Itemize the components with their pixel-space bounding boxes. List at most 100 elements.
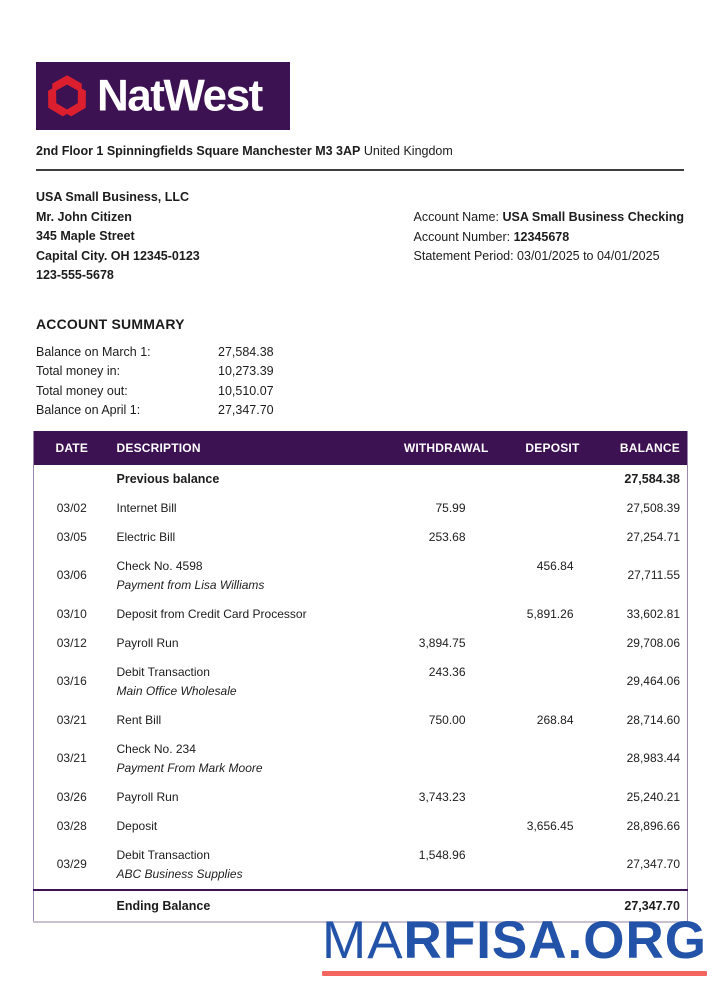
natwest-logo-box: NatWest bbox=[36, 62, 290, 130]
txn-description: Debit Transaction bbox=[116, 664, 210, 679]
transactions-table-header: DATE DESCRIPTION WITHDRAWAL DEPOSIT BALA… bbox=[33, 430, 688, 465]
txn-date: 03/26 bbox=[56, 789, 87, 804]
statement-period-label: Statement Period: bbox=[413, 249, 518, 263]
txn-withdrawal: 3,894.75 bbox=[418, 635, 466, 650]
customer-city: Capital City. OH 12345-0123 bbox=[36, 248, 200, 263]
marfisa-wordmark-light: MA bbox=[322, 911, 404, 970]
table-row-previous-balance: Previous balance 27,584.38 bbox=[34, 465, 688, 494]
ending-balance-row: Ending Balance 27,347.70 bbox=[33, 888, 688, 922]
txn-description: Rent Bill bbox=[116, 712, 162, 727]
table-row: 03/05 Electric Bill 253.68 27,254.71 bbox=[34, 523, 688, 552]
branch-address-bold: 2nd Floor 1 Spinningfields Square Manche… bbox=[36, 144, 361, 158]
txn-deposit bbox=[498, 783, 586, 812]
marfisa-underline bbox=[322, 971, 707, 976]
txn-balance: 33,602.81 bbox=[626, 606, 680, 621]
customer-address-block: USA Small Business, LLC Mr. John Citizen… bbox=[36, 188, 200, 286]
txn-date bbox=[34, 465, 110, 494]
table-row: 03/16 Debit Transaction Main Office Whole… bbox=[34, 658, 688, 706]
transactions-table: DATE DESCRIPTION WITHDRAWAL DEPOSIT BALA… bbox=[33, 430, 688, 923]
statement-page: NatWest 2nd Floor 1 Spinningfields Squar… bbox=[33, 62, 688, 923]
summary-label: Balance on April 1: bbox=[36, 403, 141, 417]
txn-balance: 27,254.71 bbox=[626, 529, 680, 544]
account-number-row: Account Number: 12345678 bbox=[414, 228, 684, 248]
account-summary: Balance on March 1: 27,584.38 Total mone… bbox=[36, 343, 684, 421]
summary-row: Balance on April 1: 27,347.70 bbox=[36, 401, 684, 421]
txn-description: Payroll Run bbox=[116, 789, 179, 804]
column-header-withdrawal: WITHDRAWAL bbox=[385, 430, 498, 465]
summary-label: Total money out: bbox=[36, 383, 128, 398]
account-number-label: Account Number: bbox=[413, 229, 514, 244]
txn-deposit bbox=[498, 494, 586, 523]
txn-withdrawal: 3,743.23 bbox=[418, 789, 466, 804]
txn-description-note: Payment From Mark Moore bbox=[116, 760, 263, 775]
txn-withdrawal: 243.36 bbox=[428, 664, 466, 679]
txn-withdrawal bbox=[386, 812, 498, 841]
txn-balance: 29,708.06 bbox=[626, 635, 680, 650]
info-row: USA Small Business, LLC Mr. John Citizen… bbox=[36, 188, 684, 286]
table-row: 03/12 Payroll Run 3,894.75 29,708.06 bbox=[34, 629, 688, 658]
table-row: 03/21 Rent Bill 750.00 268.84 28,714.60 bbox=[34, 706, 688, 735]
column-header-description: DESCRIPTION bbox=[109, 430, 386, 465]
summary-value: 10,273.39 bbox=[218, 364, 274, 378]
txn-description: Electric Bill bbox=[116, 529, 176, 544]
natwest-wordmark: NatWest bbox=[97, 70, 263, 121]
txn-deposit bbox=[498, 735, 586, 783]
txn-deposit bbox=[498, 465, 586, 494]
table-row: 03/06 Check No. 4598 Payment from Lisa Wi… bbox=[34, 552, 688, 600]
txn-date: 03/21 bbox=[56, 751, 87, 765]
natwest-cubes-icon bbox=[48, 75, 86, 117]
summary-label: Total money in: bbox=[36, 364, 121, 378]
txn-withdrawal: 750.00 bbox=[428, 712, 466, 727]
txn-balance: 27,508.39 bbox=[626, 500, 680, 515]
account-info-block: Account Name: USA Small Business Checkin… bbox=[414, 208, 684, 286]
branch-address: 2nd Floor 1 Spinningfields Square Manche… bbox=[36, 143, 684, 159]
txn-description: Check No. 234 bbox=[116, 741, 196, 756]
transactions-table-footer: Ending Balance 27,347.70 bbox=[33, 888, 688, 922]
summary-value: 10,510.07 bbox=[218, 383, 274, 398]
account-number-value: 12345678 bbox=[513, 229, 570, 244]
txn-date: 03/29 bbox=[56, 857, 87, 871]
summary-row: Total money out: 10,510.07 bbox=[36, 382, 684, 402]
customer-company: USA Small Business, LLC bbox=[36, 190, 190, 204]
txn-description: Internet Bill bbox=[116, 500, 177, 515]
txn-withdrawal: 75.99 bbox=[435, 500, 466, 515]
txn-deposit: 3,656.45 bbox=[526, 818, 574, 833]
txn-deposit: 5,891.26 bbox=[526, 606, 574, 621]
txn-date: 03/12 bbox=[56, 635, 87, 650]
statement-period-value: 03/01/2025 to 04/01/2025 bbox=[517, 249, 660, 263]
txn-description: Previous balance bbox=[116, 471, 220, 486]
txn-description: Deposit from Credit Card Processor bbox=[116, 606, 307, 621]
customer-street: 345 Maple Street bbox=[36, 229, 135, 243]
column-header-balance: BALANCE bbox=[585, 430, 688, 465]
txn-withdrawal bbox=[386, 465, 498, 494]
txn-balance: 27,584.38 bbox=[624, 471, 680, 486]
txn-description: Deposit bbox=[116, 818, 158, 833]
customer-contact: Mr. John Citizen bbox=[36, 209, 132, 224]
txn-deposit bbox=[498, 629, 586, 658]
txn-withdrawal: 1,548.96 bbox=[418, 847, 466, 862]
marfisa-watermark: MARFISA.ORG bbox=[322, 914, 707, 976]
branch-address-country: United Kingdom bbox=[360, 144, 453, 158]
account-name-row: Account Name: USA Small Business Checkin… bbox=[414, 208, 684, 228]
txn-balance: 28,714.60 bbox=[626, 712, 680, 727]
table-row: 03/10 Deposit from Credit Card Processor… bbox=[34, 600, 688, 629]
txn-deposit: 456.84 bbox=[536, 558, 574, 573]
txn-withdrawal: 253.68 bbox=[428, 529, 466, 544]
txn-date: 03/21 bbox=[56, 712, 87, 727]
txn-deposit bbox=[498, 841, 586, 890]
txn-withdrawal bbox=[386, 600, 498, 629]
txn-description: Check No. 4598 bbox=[116, 558, 203, 573]
txn-date: 03/05 bbox=[56, 529, 87, 544]
table-row: 03/02 Internet Bill 75.99 27,508.39 bbox=[34, 494, 688, 523]
txn-balance: 27,711.55 bbox=[627, 568, 681, 582]
column-header-date: DATE bbox=[33, 430, 110, 465]
table-row: 03/28 Deposit 3,656.45 28,896.66 bbox=[34, 812, 688, 841]
summary-label: Balance on March 1: bbox=[36, 344, 151, 359]
header-divider bbox=[36, 169, 684, 171]
customer-phone: 123-555-5678 bbox=[36, 268, 114, 282]
account-summary-title: ACCOUNT SUMMARY bbox=[36, 315, 185, 332]
txn-withdrawal bbox=[386, 552, 498, 600]
account-name-value: USA Small Business Checking bbox=[502, 210, 684, 224]
txn-balance: 25,240.21 bbox=[626, 789, 680, 804]
ending-balance-value: 27,347.70 bbox=[585, 888, 688, 922]
